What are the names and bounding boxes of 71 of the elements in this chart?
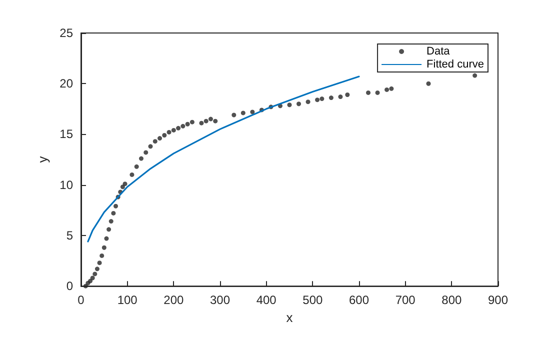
y-tick-label: 5: [66, 228, 74, 242]
x-tick-label: 800: [442, 293, 462, 308]
point: [100, 253, 104, 258]
point: [83, 284, 88, 288]
point: [180, 124, 186, 128]
line-series: [87, 76, 360, 242]
point: [162, 133, 167, 138]
y-tick-label: 20: [60, 76, 74, 91]
point: [158, 136, 162, 141]
point: [166, 130, 172, 134]
point: [208, 116, 213, 122]
x-tick-label: 300: [210, 293, 230, 308]
point: [345, 92, 350, 98]
point: [190, 120, 194, 124]
point: [106, 227, 112, 232]
point: [111, 210, 116, 216]
x-tick-label: 200: [164, 293, 184, 308]
y-tick-label: 25: [60, 26, 74, 40]
x-axis-title: x: [286, 310, 294, 325]
x-tick-label: 100: [117, 293, 138, 308]
point: [114, 204, 118, 208]
point: [384, 87, 390, 92]
point: [144, 150, 148, 155]
x-tick-label: 600: [348, 293, 370, 308]
point: [306, 100, 310, 104]
x-tick-label: 0: [78, 293, 85, 308]
point: [176, 126, 181, 130]
point: [97, 260, 102, 266]
point: [122, 182, 128, 186]
x-tick-label: 400: [256, 293, 277, 308]
point: [171, 128, 176, 132]
point: [88, 278, 93, 284]
point: [134, 164, 139, 169]
point: [92, 272, 98, 276]
point: [315, 98, 320, 102]
point: [250, 110, 255, 114]
point: [240, 110, 246, 116]
point: [130, 172, 134, 177]
point: [104, 236, 109, 241]
x-tick-label: 700: [395, 293, 416, 308]
y-tick-label: 10: [60, 178, 74, 192]
point: [232, 112, 236, 118]
y-tick-label: 15: [60, 127, 74, 142]
point: [94, 266, 100, 272]
point: [320, 96, 324, 102]
point: [375, 90, 380, 95]
point: [389, 86, 394, 91]
x-tick-label: 900: [488, 293, 508, 308]
legend-label: Fitted curve: [426, 58, 484, 70]
point: [426, 81, 431, 86]
point: [185, 122, 190, 126]
point: [472, 73, 478, 78]
x-tick-label: 500: [302, 293, 323, 308]
point: [199, 120, 204, 126]
point: [152, 139, 158, 144]
point: [213, 118, 218, 124]
y-axis-title: y: [34, 156, 50, 163]
point: [120, 184, 125, 190]
legend-label: Data: [426, 46, 451, 58]
y-tick-label: 0: [66, 279, 74, 294]
point: [138, 156, 144, 161]
point: [328, 96, 334, 100]
point: [366, 90, 371, 95]
point: [296, 102, 302, 106]
point: [102, 245, 106, 250]
point: [204, 118, 208, 124]
point: [108, 219, 114, 224]
point: [90, 276, 95, 280]
point: [287, 102, 292, 108]
point: [148, 144, 153, 149]
point: [338, 94, 343, 100]
